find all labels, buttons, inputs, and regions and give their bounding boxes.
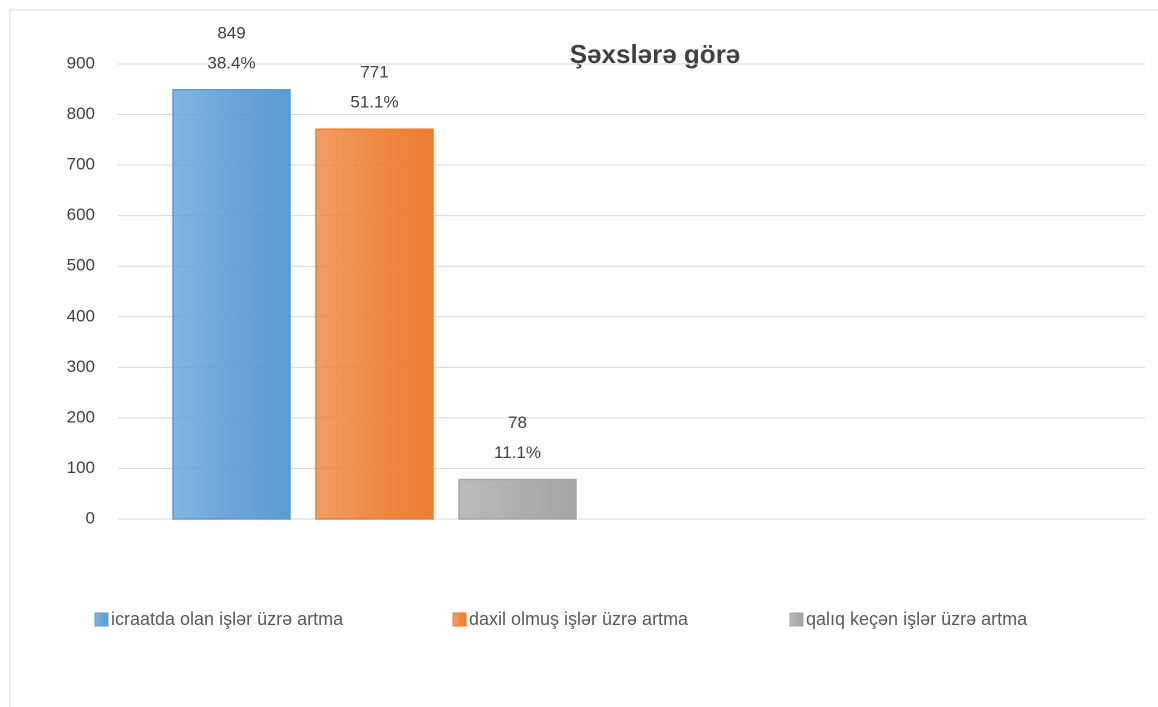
y-tick-label: 400 bbox=[67, 306, 95, 325]
y-tick-label: 0 bbox=[86, 508, 95, 527]
legend-swatch bbox=[789, 612, 804, 627]
share-label: 51.1% bbox=[350, 93, 398, 112]
data-label: 849 bbox=[217, 23, 245, 42]
y-tick-label: 900 bbox=[67, 53, 95, 72]
legend-label: icraatda olan işlər üzrə artma bbox=[111, 609, 344, 629]
y-tick-label: 800 bbox=[67, 104, 95, 123]
share-label: 38.4% bbox=[207, 53, 255, 72]
legend-label: daxil olmuş işlər üzrə artma bbox=[469, 609, 689, 629]
y-tick-label: 100 bbox=[67, 458, 95, 477]
legend-label: qalıq keçən işlər üzrə artma bbox=[806, 609, 1028, 629]
y-tick-label: 300 bbox=[67, 357, 95, 376]
data-label: 771 bbox=[360, 63, 388, 82]
bar bbox=[315, 128, 434, 520]
bar bbox=[458, 478, 577, 520]
y-tick-label: 600 bbox=[67, 205, 95, 224]
data-label: 78 bbox=[508, 413, 527, 432]
bar bbox=[172, 89, 291, 520]
y-tick-label: 500 bbox=[67, 256, 95, 275]
y-tick-label: 700 bbox=[67, 155, 95, 174]
share-label: 11.1% bbox=[494, 443, 541, 462]
y-tick-label: 200 bbox=[67, 407, 95, 426]
legend-swatch bbox=[94, 612, 109, 627]
legend-swatch bbox=[452, 612, 467, 627]
